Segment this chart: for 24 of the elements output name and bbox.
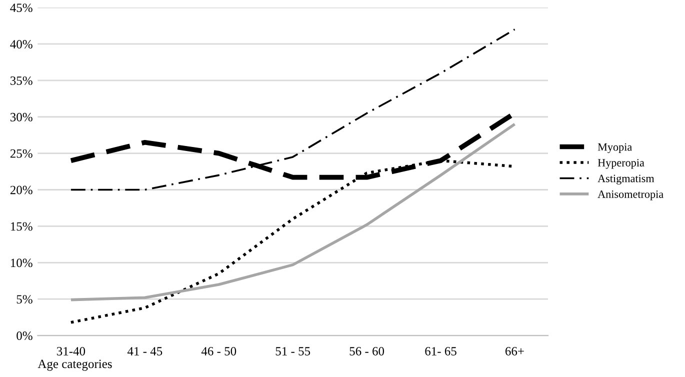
y-tick-label: 35% — [10, 76, 32, 85]
x-axis-title: Age categories — [38, 360, 112, 371]
y-tick-label: 40% — [10, 40, 32, 48]
y-tick-label: 15% — [11, 222, 32, 231]
y-tick-label: 20% — [10, 186, 32, 194]
legend-label: Anisometropia — [598, 190, 664, 200]
line-series — [70, 28, 516, 191]
x-tick-label: 51 - 55 — [276, 347, 310, 356]
y-tick-label: 10% — [11, 258, 32, 268]
y-tick-label: 25% — [10, 149, 32, 158]
x-tick-label: 31-40 — [56, 347, 86, 356]
line-series — [70, 122, 516, 302]
legend-label: Astigmatism — [598, 174, 654, 185]
y-tick-label: 30% — [10, 112, 32, 122]
y-tick-label: 0% — [16, 332, 32, 340]
y-tick-label: 45% — [10, 4, 32, 12]
legend-label: Myopia — [598, 143, 632, 154]
x-tick-label: 56 - 60 — [350, 347, 384, 356]
x-tick-label: 66+ — [505, 347, 524, 356]
legend-label: Hyperopia — [598, 159, 644, 169]
y-tick-label: 5% — [16, 295, 32, 304]
x-tick-label: 41 - 45 — [127, 347, 162, 356]
x-tick-label: 61- 65 — [425, 347, 456, 356]
x-tick-label: 46 - 50 — [201, 347, 236, 356]
